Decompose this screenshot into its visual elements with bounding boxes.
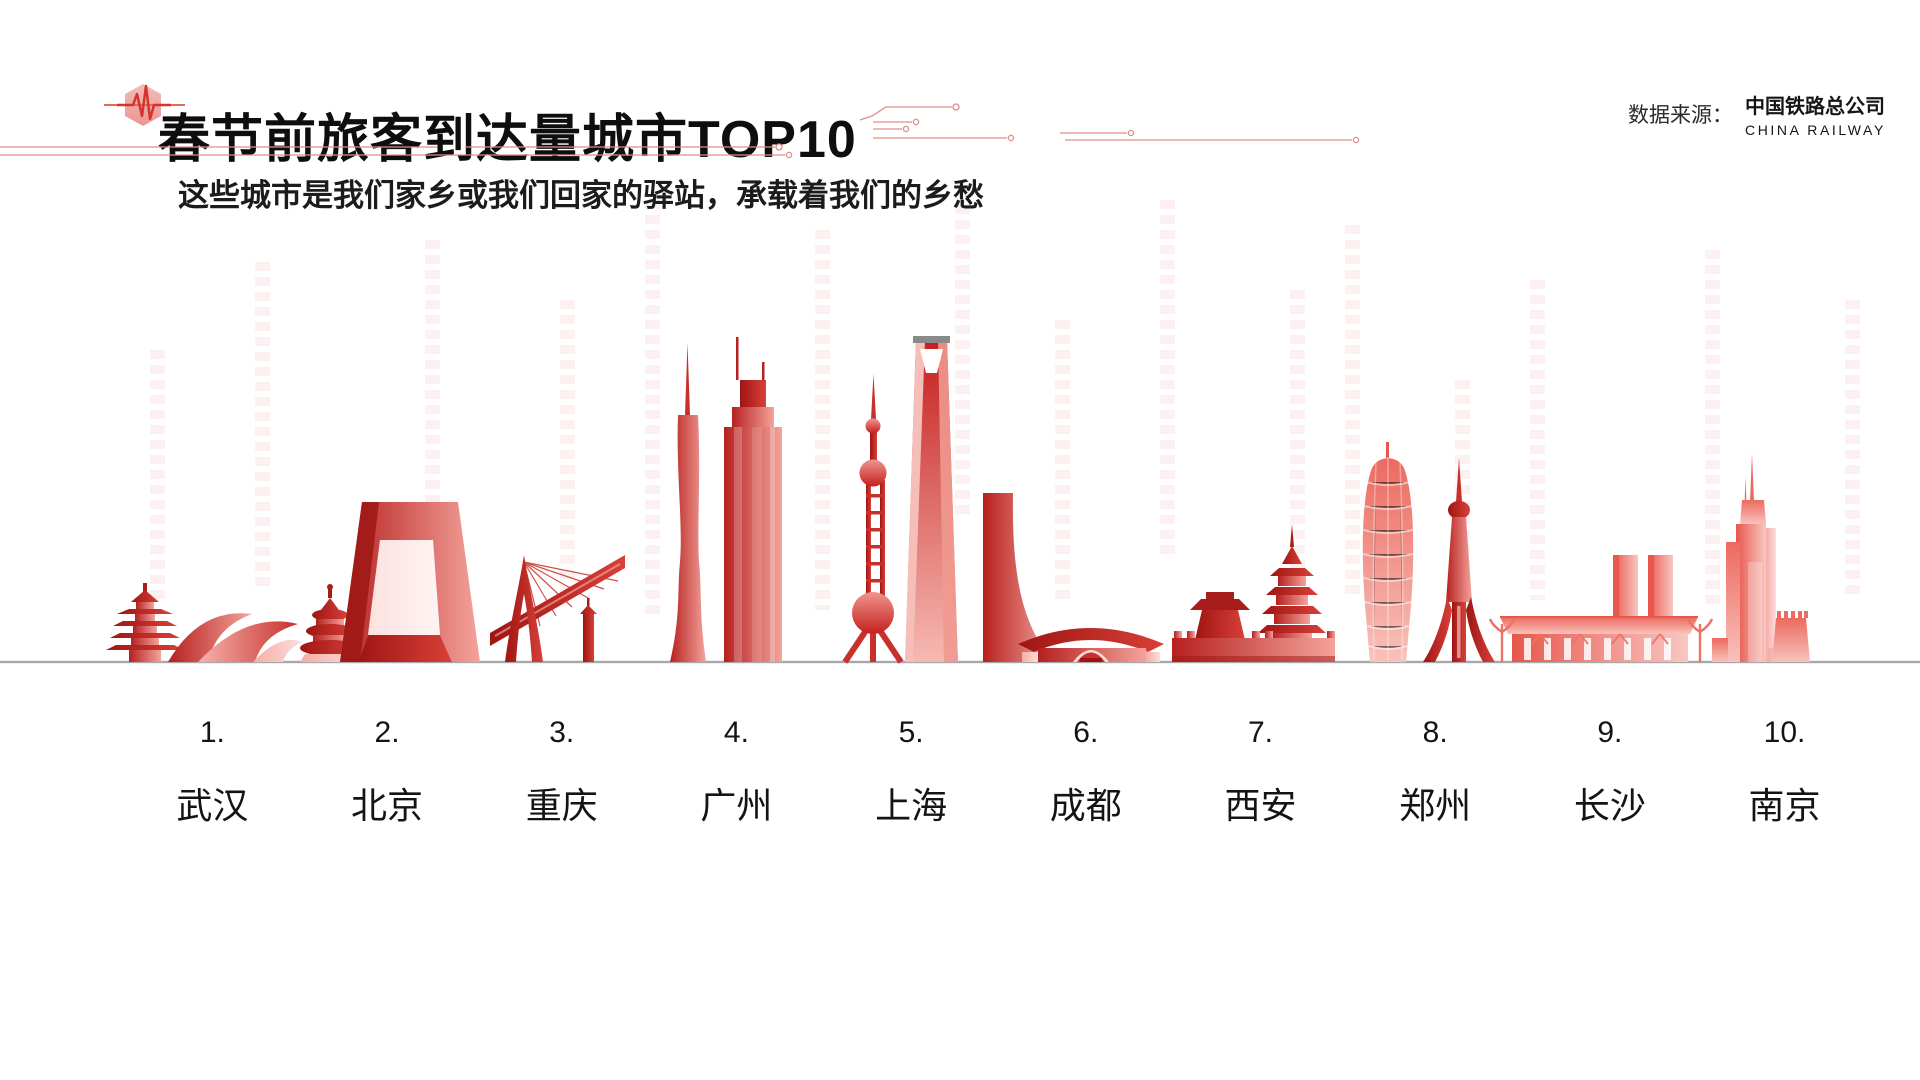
city-rank: 6. — [1073, 716, 1099, 749]
watermark-column — [1290, 290, 1305, 600]
watermark-column — [1845, 300, 1860, 600]
city-rank: 5. — [898, 716, 924, 749]
city-label-beijing: 2. 北京 — [300, 716, 475, 829]
skyline-chengdu — [983, 493, 1164, 662]
skyline-xian — [1172, 524, 1335, 662]
skyline-wuhan — [106, 583, 302, 662]
watermark-column — [255, 262, 270, 592]
city-name: 南京 — [1748, 785, 1821, 826]
data-source-label: 数据来源： — [1628, 104, 1733, 127]
watermark-column — [560, 300, 575, 600]
city-label-wuhan: 1. 武汉 — [125, 716, 300, 829]
skyline-chongqing — [490, 555, 625, 662]
city-label-chengdu: 6. 成都 — [998, 716, 1173, 829]
city-rank: 9. — [1597, 716, 1623, 749]
ecg-pulse-line — [117, 84, 171, 121]
skyline-nanjing — [1712, 453, 1810, 662]
city-name: 成都 — [1049, 785, 1122, 826]
city-name: 西安 — [1224, 785, 1297, 826]
city-name: 广州 — [700, 785, 773, 826]
city-rank: 10. — [1763, 716, 1806, 749]
watermark-column — [1530, 280, 1545, 600]
skyline-changsha — [1488, 555, 1714, 662]
city-label-zhengzhou: 8. 郑州 — [1348, 716, 1523, 829]
watermark-column — [645, 200, 660, 620]
data-source-logo: 中国铁路总公司 CHINA RAILWAY — [1745, 90, 1886, 138]
city-name: 北京 — [351, 785, 424, 826]
city-rank: 8. — [1422, 716, 1448, 749]
city-label-nanjing: 10. 南京 — [1697, 716, 1872, 829]
city-name: 武汉 — [176, 785, 249, 826]
city-label-guangzhou: 4. 广州 — [649, 716, 824, 829]
skyline-guangzhou — [670, 337, 782, 662]
pulse-hexagon-icon — [104, 84, 185, 126]
watermark-column — [1160, 200, 1175, 560]
city-label-xian: 7. 西安 — [1173, 716, 1348, 829]
city-name: 郑州 — [1399, 785, 1472, 826]
skyline-zhengzhou — [1362, 442, 1495, 662]
data-source-name-cn: 中国铁路总公司 — [1745, 96, 1885, 118]
city-label-changsha: 9. 长沙 — [1523, 716, 1698, 829]
skyline-beijing — [300, 502, 480, 662]
city-rank: 1. — [199, 716, 225, 749]
watermark-column — [955, 205, 970, 515]
page-title: 春节前旅客到达量城市TOP10 — [158, 110, 857, 169]
watermark-column — [815, 230, 830, 610]
city-label-shanghai: 5. 上海 — [824, 716, 999, 829]
city-rank: 3. — [549, 716, 575, 749]
city-rank: 4. — [723, 716, 749, 749]
city-rank: 2. — [374, 716, 400, 749]
skyline-shanghai — [842, 336, 958, 664]
watermark-column — [1345, 225, 1360, 600]
watermark-column — [150, 350, 165, 600]
data-source-name-en: CHINA RAILWAY — [1745, 122, 1886, 138]
city-skyline-band — [0, 336, 1920, 664]
city-name: 上海 — [875, 785, 948, 826]
watermark-column — [1055, 320, 1070, 600]
page-subtitle: 这些城市是我们家乡或我们回家的驿站，承载着我们的乡愁 — [178, 178, 984, 213]
ground-line — [0, 660, 1920, 664]
data-source: 数据来源： 中国铁路总公司 CHINA RAILWAY — [1628, 90, 1886, 138]
city-label-chongqing: 3. 重庆 — [474, 716, 649, 829]
watermark-column — [1705, 250, 1720, 610]
city-name: 重庆 — [525, 785, 598, 826]
city-name: 长沙 — [1573, 785, 1646, 826]
city-ranking-labels: 1. 武汉 2. 北京 3. 重庆 4. 广州 5. 上海 6. 成都 7. 西… — [125, 716, 1872, 829]
city-rank: 7. — [1247, 716, 1273, 749]
